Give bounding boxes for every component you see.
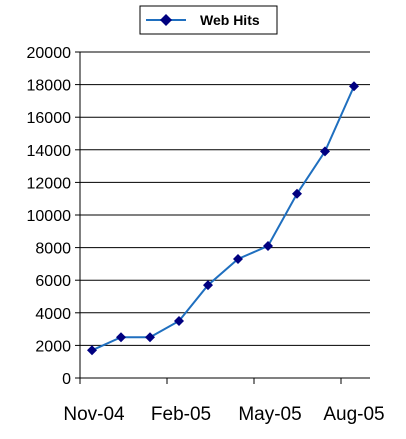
y-tick-label: 18000 bbox=[27, 78, 72, 95]
grid-lines bbox=[80, 51, 370, 346]
y-tick-label: 14000 bbox=[27, 143, 72, 160]
legend-label: Web Hits bbox=[200, 12, 260, 28]
data-point bbox=[349, 81, 359, 92]
y-tick-label: 10000 bbox=[27, 208, 72, 225]
data-point bbox=[263, 240, 273, 251]
data-point bbox=[233, 254, 243, 265]
legend-marker bbox=[160, 14, 172, 26]
y-tick-label: 20000 bbox=[27, 45, 72, 62]
legend: Web Hits bbox=[139, 5, 278, 35]
data-point bbox=[87, 345, 97, 356]
data-point bbox=[292, 188, 302, 199]
y-tick-label: 4000 bbox=[35, 306, 71, 323]
x-tick-label: Feb-05 bbox=[151, 404, 211, 425]
data-point bbox=[145, 332, 155, 343]
x-axis-ticks: Nov-04 Feb-05 May-05 Aug-05 bbox=[63, 378, 385, 425]
y-tick-label: 2000 bbox=[35, 338, 71, 355]
y-tick-label: 8000 bbox=[35, 241, 71, 258]
y-axis-ticks: 0 2000 4000 6000 8000 10000 12000 14000 16000 180… bbox=[27, 45, 80, 388]
x-tick-label: May-05 bbox=[238, 404, 301, 425]
data-point bbox=[320, 146, 330, 157]
data-point bbox=[174, 315, 184, 326]
data-point bbox=[116, 332, 126, 343]
y-tick-label: 0 bbox=[62, 371, 71, 388]
series-line bbox=[91, 85, 355, 352]
series-web-hits bbox=[87, 81, 359, 356]
x-tick-label: Aug-05 bbox=[323, 404, 384, 425]
y-tick-label: 6000 bbox=[35, 273, 71, 290]
x-tick-label: Nov-04 bbox=[63, 404, 125, 425]
y-tick-label: 12000 bbox=[27, 175, 72, 192]
y-tick-label: 16000 bbox=[27, 110, 72, 127]
data-point bbox=[203, 280, 213, 291]
